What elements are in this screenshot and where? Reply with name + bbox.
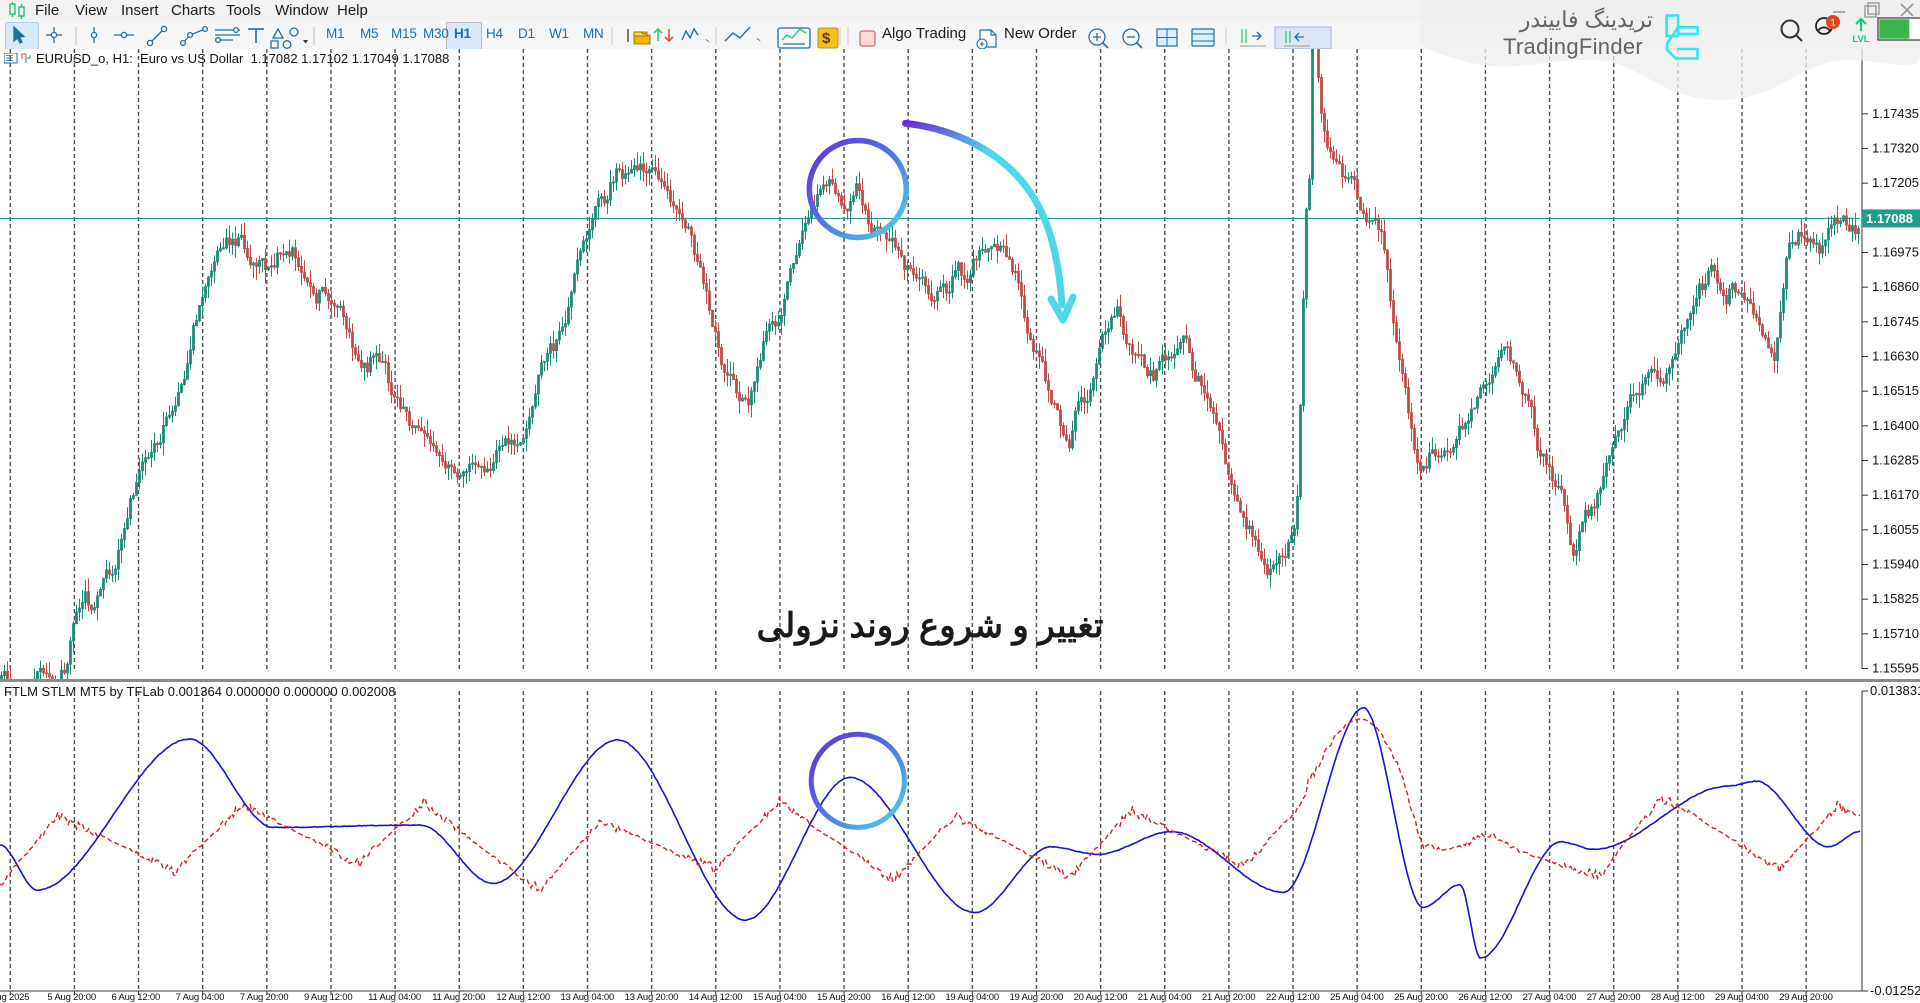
svg-text:LVL: LVL — [1852, 34, 1869, 45]
svg-text:$: $ — [822, 30, 831, 47]
svg-text:-0.012527: -0.012527 — [1870, 983, 1920, 998]
svg-text:0.013831: 0.013831 — [1870, 683, 1920, 698]
